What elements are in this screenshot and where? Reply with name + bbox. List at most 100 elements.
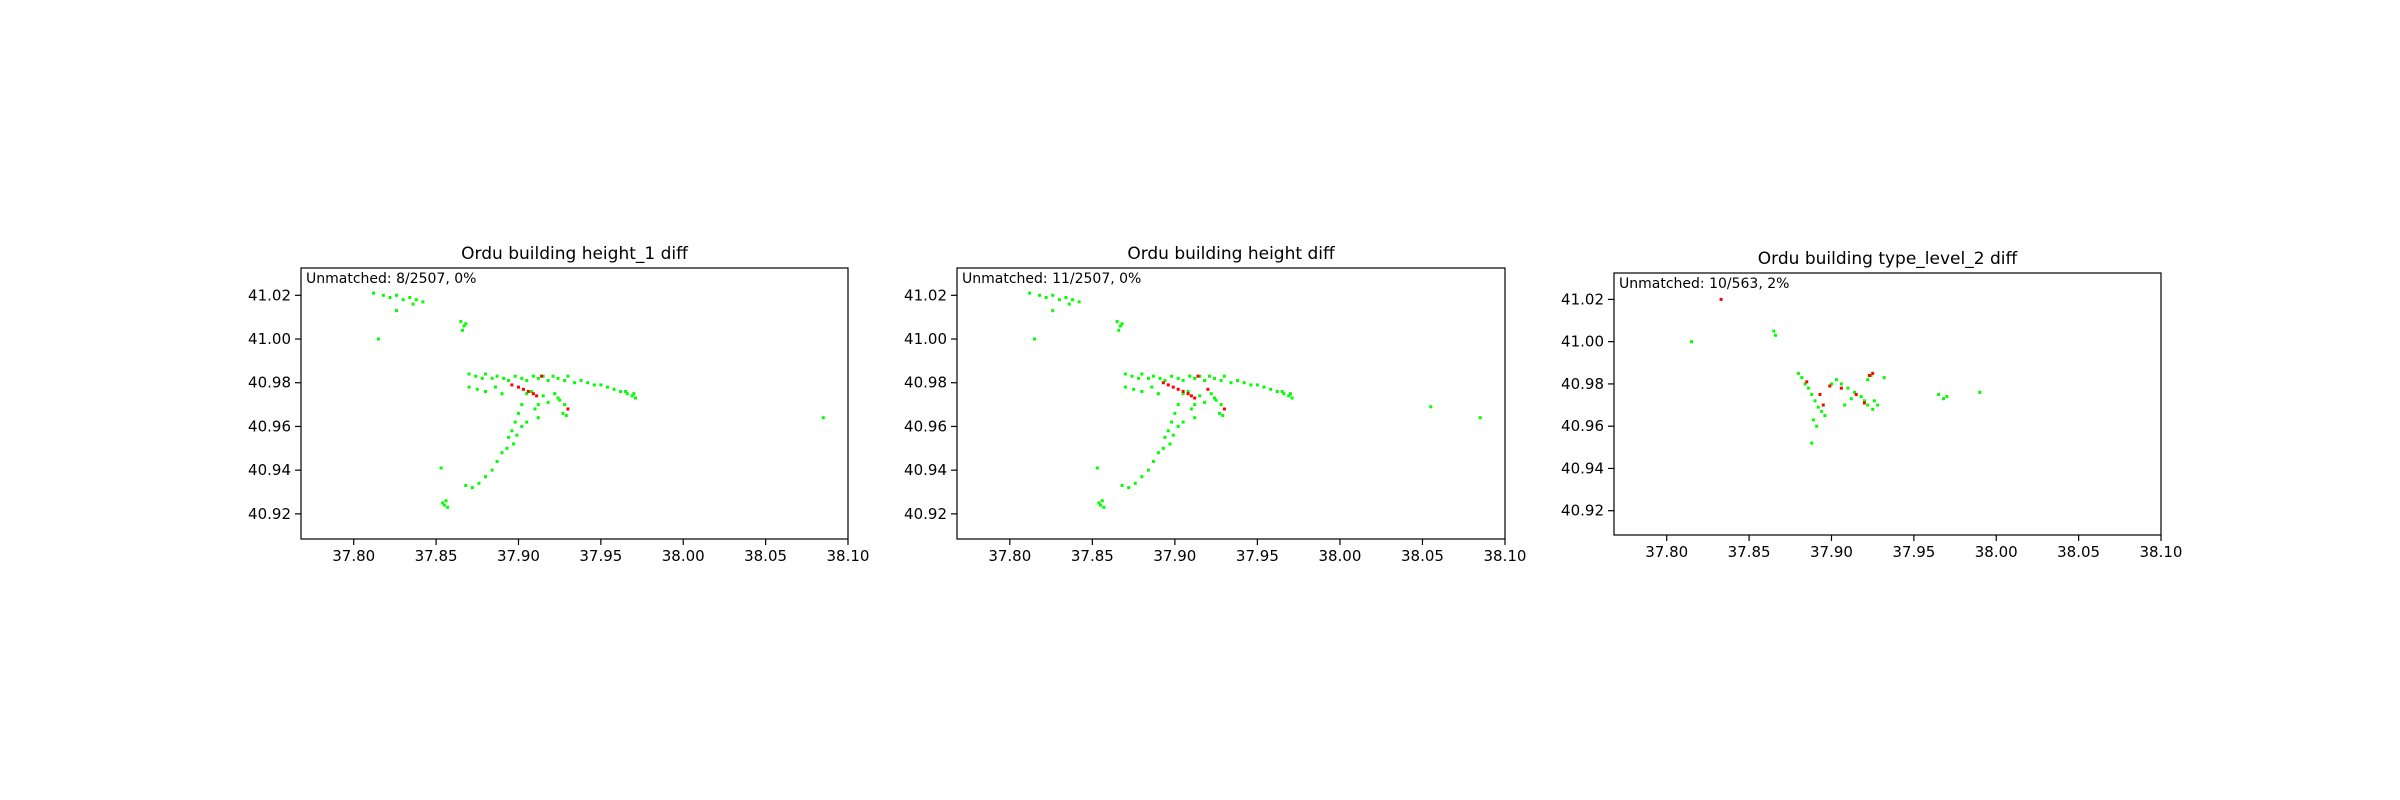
matched-point [1140,372,1144,376]
matched-point [1869,373,1873,377]
unmatched-point [1222,407,1226,411]
matched-point [1193,376,1197,380]
matched-point [546,379,550,383]
matched-point [1181,379,1185,383]
matched-point [1120,483,1124,487]
matched-point [1280,389,1284,393]
y-tick-label: 40.96 [1561,417,1604,435]
matched-point [500,451,504,455]
y-tick-label: 40.96 [248,417,291,435]
matched-point [490,376,494,380]
x-tick-label: 38.10 [2140,543,2183,561]
matched-point [1282,392,1286,396]
unmatched-point [1862,401,1866,405]
y-tick-label: 41.02 [248,286,291,304]
y-tick-label: 40.98 [248,374,291,392]
x-tick-label: 37.95 [579,547,622,565]
plot-frame [300,267,849,540]
matched-point [566,374,570,378]
matched-point [1100,499,1104,503]
matched-point [1115,320,1119,324]
matched-point [536,403,540,407]
matched-point [1051,309,1055,313]
matched-point [507,435,511,439]
matched-point [371,291,375,295]
unmatched-points [510,374,570,411]
unmatched-point [1186,392,1190,396]
matched-point [1095,466,1099,470]
y-tick-label: 40.92 [1561,502,1604,520]
unmatched-point [1166,383,1170,387]
matched-point [1772,329,1776,333]
unmatched-point [1839,386,1843,390]
matched-point [441,501,445,505]
matched-point [1127,486,1131,490]
matched-point [1028,291,1032,295]
matched-point [1689,340,1693,344]
matched-point [1214,398,1218,402]
matched-point [1198,374,1202,378]
matched-points [1028,291,1482,509]
matched-point [546,400,550,404]
plot-frame [1613,272,2162,536]
matched-point [1146,468,1150,472]
matched-point [513,374,517,378]
matched-point [470,486,474,490]
matched-point [1198,394,1202,398]
matched-point [556,396,560,400]
matched-point [1229,381,1233,385]
unmatched-point [521,387,525,391]
matched-point [625,392,629,396]
matched-point [1829,382,1833,386]
matched-point [493,385,497,389]
y-tick-label: 41.02 [904,286,947,304]
matched-point [541,374,545,378]
matched-point [531,374,535,378]
matched-point [1882,376,1886,380]
unmatched-annotation: Unmatched: 10/563, 2% [1619,276,1789,292]
x-tick-label: 37.90 [1153,547,1196,565]
matched-point [442,503,446,507]
matched-point [464,483,468,487]
matched-point [1287,394,1291,398]
matched-point [1133,481,1137,485]
matched-point [1813,399,1817,403]
matched-point [1872,399,1876,403]
matched-point [1117,328,1121,332]
matched-point [1859,395,1863,399]
matched-point [1236,379,1240,383]
matched-point [1168,442,1172,446]
matched-point [619,389,623,393]
matched-point [395,309,399,313]
matched-point [573,381,576,385]
matched-point [395,293,399,297]
x-tick-label: 38.00 [1318,547,1361,565]
y-tick-label: 40.94 [1561,459,1604,477]
matched-point [1846,386,1850,390]
matched-point [1773,333,1777,337]
matched-points [1689,329,1982,445]
matched-point [1815,424,1819,428]
y-tick-label: 41.00 [248,330,291,348]
unmatched-point [1189,394,1193,398]
matched-point [579,379,583,383]
matched-point [464,322,468,326]
matched-point [1221,414,1225,418]
unmatched-point [540,374,544,378]
matched-point [558,398,562,402]
matched-point [1217,411,1221,415]
y-tick-label: 40.98 [904,374,947,392]
matched-point [541,394,545,398]
subplot-1: Ordu building height_1 diff 37.80 37.85 37.… [248,244,869,565]
matched-point [632,392,636,396]
matched-point [1163,435,1167,439]
matched-point [507,379,511,383]
matched-point [1429,405,1433,409]
matched-point [1203,400,1207,404]
matched-point [502,376,506,380]
matched-point [1102,505,1106,509]
matched-point [1242,381,1246,385]
y-tick-label: 40.94 [904,461,947,479]
matched-point [564,414,568,418]
